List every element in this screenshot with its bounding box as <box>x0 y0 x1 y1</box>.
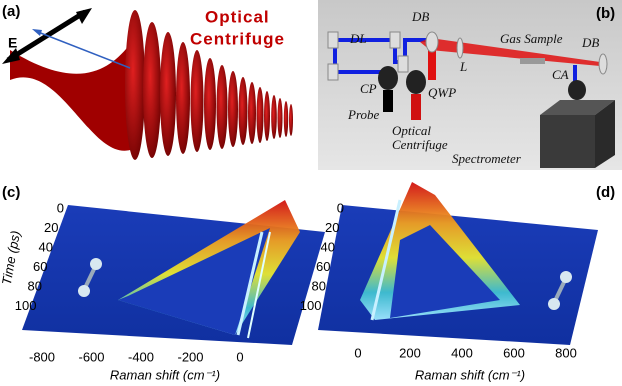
title-line: Centrifuge <box>190 29 285 48</box>
y-tick-label: 40 <box>321 239 335 254</box>
y-tick-label: 0 <box>57 200 64 215</box>
component-label: DL <box>349 31 367 46</box>
helix <box>125 10 293 160</box>
component-label: DB <box>411 9 429 24</box>
x-axis-label: Raman shift (cm⁻¹) <box>110 367 220 382</box>
x-tick-label: 400 <box>451 345 473 360</box>
x-tick-label: 800 <box>555 345 577 360</box>
waveplates <box>378 66 586 100</box>
y-tick-label: 40 <box>39 239 53 254</box>
panel-label: (c) <box>2 184 20 201</box>
y-tick-label: 100 <box>300 298 322 313</box>
component-label: Probe <box>347 107 380 122</box>
molecule-icon <box>78 258 102 297</box>
x-tick-label: 0 <box>236 349 243 364</box>
x-tick-label: 600 <box>503 345 525 360</box>
x-tick-label: 200 <box>399 345 421 360</box>
component-label: Gas Sample <box>500 31 563 46</box>
component-label: Optical <box>392 123 431 138</box>
component-label: Spectrometer <box>452 151 522 166</box>
panel-a: (a) E Optical Centrifuge <box>2 3 293 160</box>
y-tick-label: 0 <box>337 200 344 215</box>
y-tick-label: 60 <box>33 259 47 274</box>
y-tick-label: 100 <box>15 298 37 313</box>
panel-label: (d) <box>596 184 615 201</box>
x-axis-label: Raman shift (cm⁻¹) <box>415 367 525 382</box>
component-label: L <box>459 59 467 74</box>
optics <box>327 31 608 81</box>
component-label: Centrifuge <box>392 137 448 152</box>
panel-c: (c) Time (ps) Raman shift (cm⁻¹) <box>0 184 325 382</box>
component-label: CA <box>552 67 569 82</box>
title-line: Optical <box>205 7 270 26</box>
x-tick-label: -600 <box>78 349 104 364</box>
x-tick-label: -400 <box>128 349 154 364</box>
y-tick-label: 20 <box>44 220 58 235</box>
y-tick-label: 60 <box>316 259 330 274</box>
y-tick-label: 80 <box>28 278 42 293</box>
panel-label: (a) <box>2 3 20 20</box>
x-tick-label: -200 <box>177 349 203 364</box>
component-label: CP <box>360 81 377 96</box>
axis-arrow <box>37 31 131 69</box>
component-label: DB <box>581 35 599 50</box>
y-axis-label: Time (ps) <box>0 230 23 287</box>
panel-d: (d) Raman shift (cm⁻¹) <box>318 182 615 382</box>
y-tick-label: 80 <box>312 278 326 293</box>
spectrometer-box <box>540 115 595 168</box>
y-tick-label: 20 <box>325 220 339 235</box>
field-label: E <box>8 35 17 51</box>
x-tick-label: 0 <box>354 345 361 360</box>
panel-label: (b) <box>596 5 615 22</box>
component-label: QWP <box>428 85 456 100</box>
x-tick-label: -800 <box>29 349 55 364</box>
pump-beam <box>420 38 600 66</box>
panel-b: (b) DB DL L Gas Sample DB CP QWP CA Prob… <box>318 0 622 170</box>
gas-cell <box>520 58 545 64</box>
helix-sheet <box>10 30 140 151</box>
molecule-icon <box>548 271 572 310</box>
